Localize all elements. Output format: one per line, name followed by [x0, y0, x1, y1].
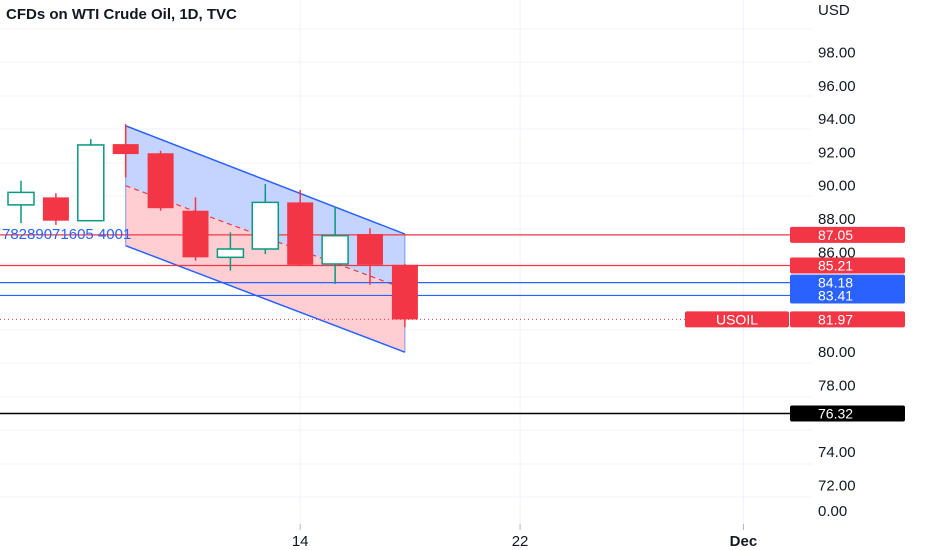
candle-body [216, 248, 245, 259]
candle-body [77, 144, 105, 222]
price-tag-label: 85.21 [818, 257, 853, 273]
candle-body [7, 191, 35, 206]
candle-body [391, 264, 418, 320]
last-price-tag [790, 311, 905, 328]
candle[interactable] [321, 206, 349, 284]
candle[interactable] [216, 232, 245, 271]
price-tick-label: 96.00 [818, 78, 856, 95]
date-tick-label: 22 [512, 533, 529, 550]
candle-body [182, 210, 209, 258]
last-price-tag-label: 81.97 [818, 311, 853, 327]
channel-lower-line[interactable] [125, 244, 406, 353]
candle[interactable] [7, 180, 35, 224]
overlay: 78289071605 4001 [2, 226, 131, 243]
price-tag-label: 76.32 [818, 406, 853, 422]
price-tick-label: 74.00 [818, 444, 856, 461]
candlesticks[interactable] [7, 124, 418, 328]
candle[interactable] [147, 150, 174, 211]
candle-body [147, 153, 174, 209]
candle-body [42, 197, 69, 221]
candle-body [287, 202, 314, 265]
price-tick-label: 90.00 [818, 178, 856, 195]
price-tick-label: 0.00 [818, 503, 847, 520]
price-tag [790, 226, 905, 243]
candle[interactable] [357, 228, 383, 285]
symbol-tag-label: USOIL [716, 311, 758, 327]
candle[interactable] [391, 263, 418, 328]
price-tag [790, 274, 905, 291]
channel-upper-line[interactable] [125, 125, 406, 235]
candle[interactable] [77, 139, 105, 222]
price-tick-label: 80.00 [818, 344, 856, 361]
price-tag [790, 287, 905, 304]
price-tag-label: 87.05 [818, 227, 853, 243]
chart-title: CFDs on WTI Crude Oil, 1D, TVC [6, 6, 237, 23]
price-axis[interactable]: USD 98.0096.0094.0092.0090.0088.0086.008… [818, 2, 856, 520]
price-tag [790, 257, 905, 274]
price-tick-label: 78.00 [818, 378, 856, 395]
date-tick-label: Dec [730, 533, 758, 550]
price-tag-label: 83.41 [818, 287, 853, 303]
price-tick-label: 94.00 [818, 111, 856, 128]
candle-body [112, 144, 139, 155]
price-tick-label: 98.00 [818, 45, 856, 62]
price-tick-label: 86.00 [818, 244, 856, 261]
candle[interactable] [42, 193, 69, 225]
symbol-tag [685, 311, 789, 328]
candle-body [321, 234, 349, 265]
price-tick-label: 72.00 [818, 477, 856, 494]
price-tag-label: 84.18 [818, 275, 853, 291]
currency-label: USD [818, 2, 850, 19]
candle[interactable] [287, 189, 314, 266]
price-tick-label: 92.00 [818, 144, 856, 161]
candle[interactable] [112, 124, 139, 178]
price-tick-label: 88.00 [818, 211, 856, 228]
overlay-number-text: 78289071605 4001 [2, 226, 131, 243]
candle-body [357, 234, 383, 265]
candle[interactable] [251, 184, 280, 254]
time-axis[interactable]: 14 22 Dec [292, 524, 757, 550]
candle-body [251, 201, 280, 250]
grid [0, 0, 812, 527]
date-tick-label: 14 [292, 533, 309, 550]
price-tag [790, 405, 905, 422]
candle[interactable] [182, 197, 209, 261]
